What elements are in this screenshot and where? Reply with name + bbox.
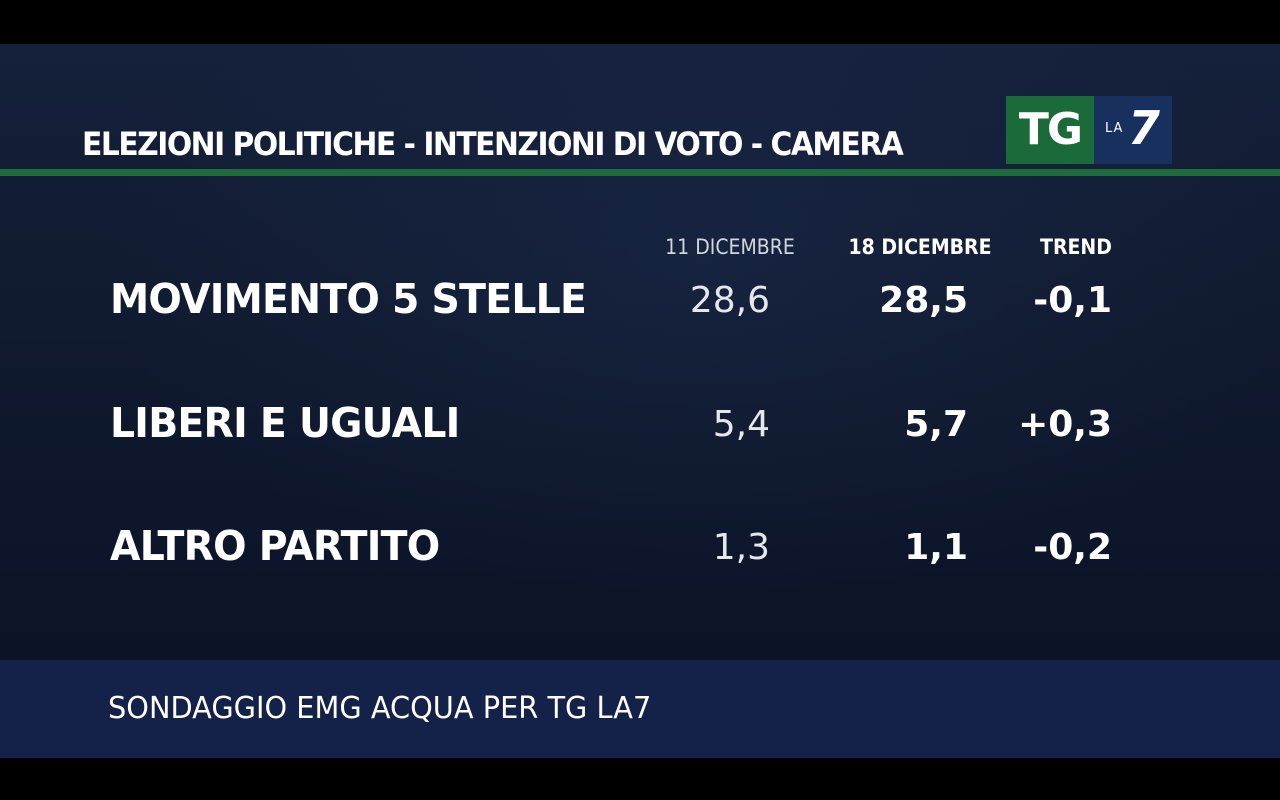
- value-11-dicembre-row1: 28,6: [689, 280, 770, 321]
- column-header-11-dicembre: 11 DICEMBRE: [665, 235, 795, 259]
- logo-la-text: LA: [1105, 121, 1124, 136]
- logo-tg-block: TG: [1006, 96, 1094, 164]
- value-18-dicembre-row2: 5,7: [904, 404, 968, 445]
- value-trend-row1: -0,1: [1033, 280, 1112, 321]
- column-header-18-dicembre: 18 DICEMBRE: [848, 235, 992, 259]
- source-text: SONDAGGIO EMG ACQUA PER TG LA7: [108, 691, 652, 726]
- value-11-dicembre-row2: 5,4: [712, 404, 770, 445]
- logo-seven-text: 7: [1128, 101, 1161, 155]
- logo-la7-block: LA 7: [1094, 96, 1172, 164]
- value-18-dicembre-row3: 1,1: [904, 527, 968, 568]
- party-label-liberi-e-uguali: LIBERI E UGUALI: [110, 399, 460, 447]
- chart-title: ELEZIONI POLITICHE - INTENZIONI DI VOTO …: [82, 125, 904, 163]
- tg-la7-logo: TG LA 7: [1006, 96, 1172, 164]
- source-band: [0, 660, 1280, 758]
- value-trend-row2: +0,3: [1018, 404, 1112, 445]
- value-11-dicembre-row3: 1,3: [712, 527, 770, 568]
- party-label-movimento-5-stelle: MOVIMENTO 5 STELLE: [110, 275, 587, 323]
- value-18-dicembre-row1: 28,5: [879, 280, 968, 321]
- title-rule: [0, 169, 1280, 176]
- column-header-trend: TREND: [1040, 235, 1112, 259]
- value-trend-row3: -0,2: [1033, 527, 1112, 568]
- party-label-altro-partito: ALTRO PARTITO: [110, 522, 440, 570]
